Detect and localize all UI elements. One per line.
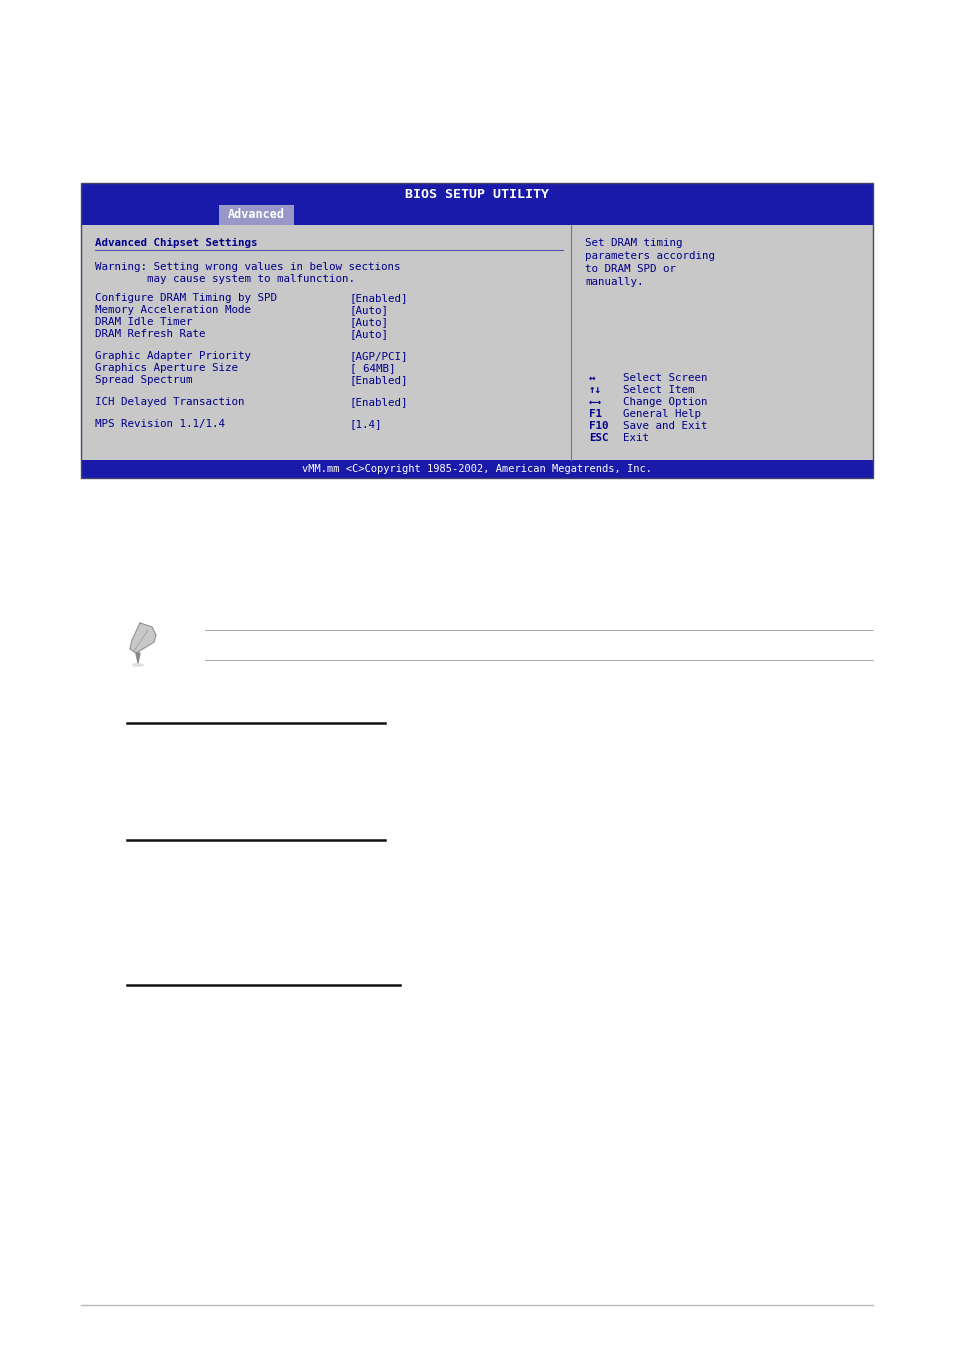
- Text: ESC: ESC: [588, 434, 608, 443]
- Text: [AGP/PCI]: [AGP/PCI]: [350, 351, 408, 361]
- Text: [Auto]: [Auto]: [350, 317, 389, 327]
- Text: Select Screen: Select Screen: [622, 373, 707, 382]
- Bar: [81, 182, 872, 478]
- Text: Memory Acceleration Mode: Memory Acceleration Mode: [95, 305, 251, 315]
- Text: Change Option: Change Option: [622, 397, 707, 407]
- Text: ↔: ↔: [588, 373, 595, 382]
- Text: Configure DRAM Timing by SPD: Configure DRAM Timing by SPD: [95, 293, 276, 303]
- Text: ICH Delayed Transaction: ICH Delayed Transaction: [95, 397, 244, 407]
- Text: Warning: Setting wrong values in below sections: Warning: Setting wrong values in below s…: [95, 262, 400, 272]
- Text: vMM.mm <C>Copyright 1985-2002, American Megatrends, Inc.: vMM.mm <C>Copyright 1985-2002, American …: [302, 463, 651, 474]
- Polygon shape: [130, 623, 156, 653]
- Text: F10: F10: [588, 422, 608, 431]
- Text: [Enabled]: [Enabled]: [350, 293, 408, 303]
- Text: Advanced Chipset Settings: Advanced Chipset Settings: [95, 238, 257, 249]
- Text: manually.: manually.: [584, 277, 643, 286]
- Text: Advanced: Advanced: [228, 208, 285, 222]
- Text: DRAM Idle Timer: DRAM Idle Timer: [95, 317, 193, 327]
- Text: F1: F1: [588, 409, 601, 419]
- Text: may cause system to malfunction.: may cause system to malfunction.: [147, 274, 355, 284]
- Text: Select Item: Select Item: [622, 385, 694, 394]
- Text: MPS Revision 1.1/1.4: MPS Revision 1.1/1.4: [95, 419, 225, 430]
- Text: ↑↓: ↑↓: [588, 385, 601, 394]
- Text: [Enabled]: [Enabled]: [350, 376, 408, 385]
- Text: Graphics Aperture Size: Graphics Aperture Size: [95, 363, 237, 373]
- Bar: [81, 226, 872, 459]
- Text: Set DRAM timing: Set DRAM timing: [584, 238, 681, 249]
- Text: [Auto]: [Auto]: [350, 330, 389, 339]
- Text: Spread Spectrum: Spread Spectrum: [95, 376, 193, 385]
- Text: [1.4]: [1.4]: [350, 419, 382, 430]
- Text: to DRAM SPD or: to DRAM SPD or: [584, 263, 676, 274]
- Text: DRAM Refresh Rate: DRAM Refresh Rate: [95, 330, 205, 339]
- Polygon shape: [136, 653, 140, 663]
- Text: parameters according: parameters according: [584, 251, 714, 261]
- Text: ←→: ←→: [588, 397, 601, 407]
- Bar: [219, 205, 294, 226]
- Bar: [81, 182, 872, 205]
- Text: General Help: General Help: [622, 409, 700, 419]
- Text: Save and Exit: Save and Exit: [622, 422, 707, 431]
- Text: Graphic Adapter Priority: Graphic Adapter Priority: [95, 351, 251, 361]
- Text: Exit: Exit: [622, 434, 648, 443]
- Ellipse shape: [132, 663, 144, 667]
- Text: BIOS SETUP UTILITY: BIOS SETUP UTILITY: [405, 188, 548, 200]
- Text: [ 64MB]: [ 64MB]: [350, 363, 395, 373]
- Text: [Enabled]: [Enabled]: [350, 397, 408, 407]
- Bar: [81, 205, 872, 226]
- Bar: [81, 459, 872, 478]
- Text: [Auto]: [Auto]: [350, 305, 389, 315]
